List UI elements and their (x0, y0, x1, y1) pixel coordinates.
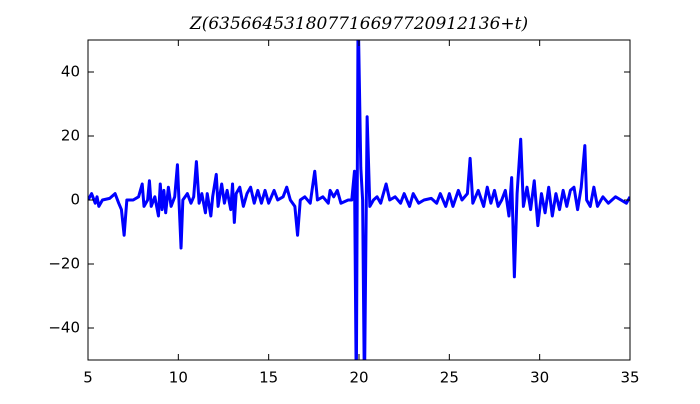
y-tick-label: −40 (48, 319, 80, 337)
line-series (88, 40, 630, 360)
x-tick-label: 25 (440, 369, 459, 387)
y-tick-label: −20 (48, 255, 80, 273)
chart-title: Z(635664531807716697720912136+t) (189, 14, 528, 34)
plot-area (88, 40, 630, 360)
y-tick-label: 0 (70, 191, 80, 209)
x-tick-label: 15 (259, 369, 278, 387)
y-tick-label: 40 (61, 63, 80, 81)
x-tick-label: 5 (83, 369, 93, 387)
y-tick-label: 20 (61, 127, 80, 145)
x-tick-label: 20 (349, 369, 368, 387)
x-tick-label: 30 (530, 369, 549, 387)
x-tick-label: 10 (169, 369, 188, 387)
x-tick-label: 35 (620, 369, 639, 387)
